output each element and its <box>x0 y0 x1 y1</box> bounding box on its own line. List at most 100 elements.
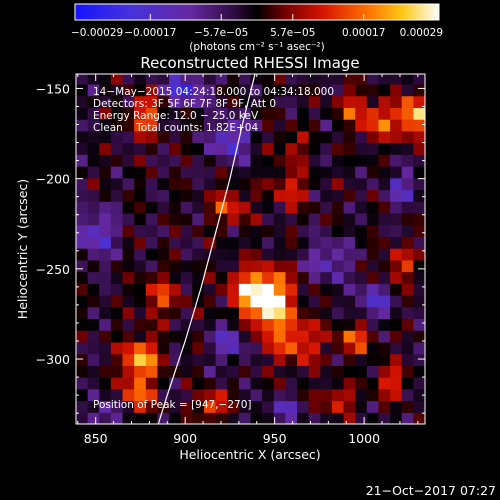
heatmap-cell <box>110 107 124 120</box>
heatmap-cell <box>378 130 391 144</box>
heatmap-cell <box>401 412 414 424</box>
heatmap-cell <box>227 224 240 237</box>
heatmap-cell <box>285 236 298 249</box>
heatmap-cell <box>413 236 425 249</box>
heatmap-cell <box>378 295 391 308</box>
heatmap-cell <box>401 318 414 331</box>
heatmap-cell <box>238 353 252 366</box>
heatmap-cell <box>145 248 159 261</box>
heatmap-cell <box>308 412 321 424</box>
heatmap-cell <box>76 259 89 273</box>
heatmap-cell <box>122 95 135 108</box>
heatmap-cell <box>355 224 368 237</box>
heatmap-cell <box>390 341 403 355</box>
heatmap-cell <box>110 212 124 226</box>
heatmap-cell <box>99 283 112 296</box>
heatmap-cell <box>145 130 159 144</box>
heatmap-cell <box>297 107 310 120</box>
heatmap-cell <box>203 201 217 214</box>
heatmap-cell <box>99 107 112 120</box>
heatmap-cell <box>355 341 368 355</box>
heatmap-cell <box>355 212 368 226</box>
heatmap-cell <box>157 353 170 366</box>
heatmap-cell <box>297 83 310 97</box>
heatmap-cell <box>180 130 193 144</box>
heatmap-cell <box>203 295 217 308</box>
heatmap-cell <box>87 83 100 97</box>
heatmap-cell <box>262 318 275 331</box>
heatmap-cell <box>122 306 135 320</box>
heatmap-cell <box>413 295 425 308</box>
heatmap-cell <box>343 224 356 237</box>
heatmap-cell <box>203 330 217 343</box>
heatmap-cell <box>285 130 298 144</box>
heatmap-cell <box>122 318 135 331</box>
heatmap-cell <box>343 295 356 308</box>
heatmap-cell <box>145 119 159 132</box>
heatmap-cell <box>297 224 310 237</box>
heatmap-cell <box>355 166 368 179</box>
heatmap-cell <box>203 74 217 85</box>
heatmap-cell <box>297 236 310 249</box>
heatmap-cell <box>134 212 147 226</box>
heatmap-cell <box>145 353 159 366</box>
heatmap-cell <box>343 330 356 343</box>
heatmap-cell <box>238 236 252 249</box>
heatmap-cell <box>157 377 170 390</box>
heatmap-cell <box>320 330 333 343</box>
heatmap-cell <box>110 388 124 402</box>
heatmap-cell <box>110 341 124 355</box>
heatmap-cell <box>343 189 356 202</box>
heatmap-cell <box>134 318 147 331</box>
heatmap-cell <box>99 306 112 320</box>
heatmap-cell <box>401 248 414 261</box>
heatmap-cell <box>215 330 228 343</box>
heatmap-cell <box>378 95 391 108</box>
colorbar-tick-label: 5.7e−05 <box>270 27 315 39</box>
heatmap-cell <box>157 318 170 331</box>
heatmap-cell <box>262 295 275 308</box>
heatmap-cell <box>99 119 112 132</box>
heatmap-cell <box>413 189 425 202</box>
heatmap-cell <box>366 306 380 320</box>
heatmap-cell <box>308 74 321 85</box>
heatmap-cell <box>76 74 89 85</box>
heatmap-cell <box>99 353 112 366</box>
heatmap-cell <box>122 341 135 355</box>
heatmap-cell <box>343 130 356 144</box>
heatmap-cell <box>227 95 240 108</box>
heatmap-cell <box>343 177 356 191</box>
heatmap-cell <box>238 166 252 179</box>
heatmap-cell <box>273 83 286 97</box>
heatmap-cell <box>157 74 170 85</box>
heatmap-cell <box>215 271 228 284</box>
heatmap-cell <box>320 201 333 214</box>
heatmap-cell <box>157 142 170 155</box>
heatmap-cell <box>355 119 368 132</box>
heatmap-cell <box>297 318 310 331</box>
heatmap-cell <box>331 74 345 85</box>
heatmap-cell <box>215 154 228 167</box>
heatmap-cell <box>169 201 182 214</box>
heatmap-cell <box>180 83 193 97</box>
heatmap-cell <box>378 83 391 97</box>
heatmap-cell <box>308 330 321 343</box>
heatmap-cell <box>285 318 298 331</box>
heatmap-cell <box>99 224 112 237</box>
heatmap-cell <box>413 365 425 378</box>
heatmap-cell <box>308 189 321 202</box>
heatmap-cell <box>297 283 310 296</box>
heatmap-cell <box>87 166 100 179</box>
heatmap-cell <box>134 107 147 120</box>
heatmap-cell <box>192 95 205 108</box>
heatmap-cell <box>180 212 193 226</box>
heatmap-cell <box>76 189 89 202</box>
heatmap-cell <box>273 236 286 249</box>
heatmap-cell <box>192 236 205 249</box>
heatmap-cell <box>203 388 217 402</box>
heatmap-cell <box>76 388 89 402</box>
heatmap-cell <box>320 295 333 308</box>
heatmap-cell <box>262 201 275 214</box>
heatmap-cell <box>285 259 298 273</box>
heatmap-cell <box>355 83 368 97</box>
